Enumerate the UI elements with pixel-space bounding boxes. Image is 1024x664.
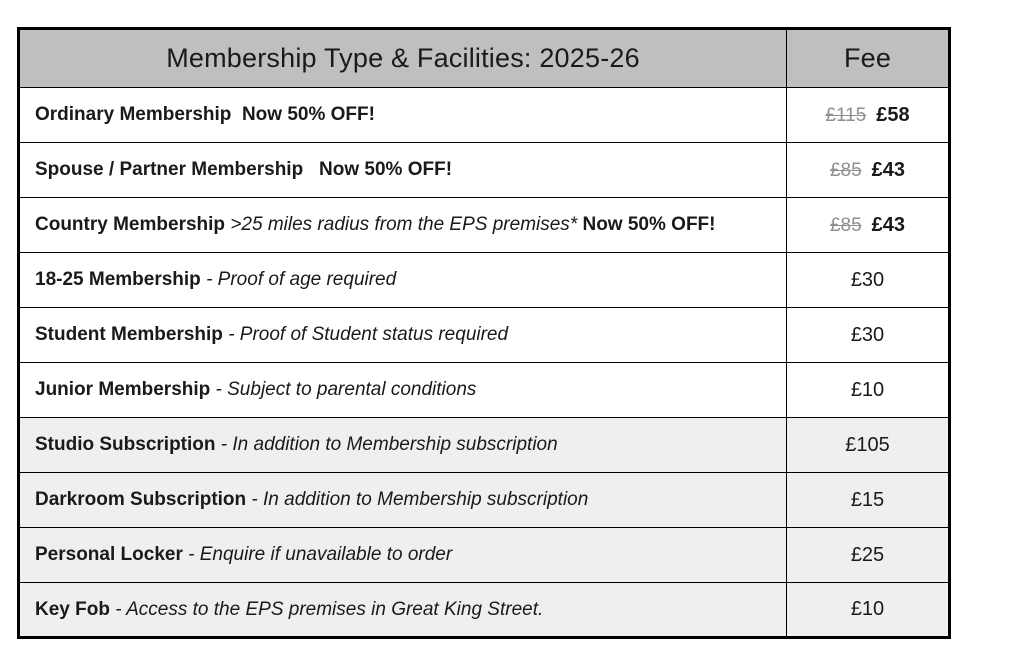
membership-type-cell: Studio Subscription - In addition to Mem… xyxy=(18,417,787,473)
table-row: Ordinary Membership Now 50% OFF! £115 £58 xyxy=(18,87,950,143)
fee-value: £30 xyxy=(850,323,885,346)
membership-fees-table-container: Membership Type & Facilities: 2025-26 Fe… xyxy=(17,27,951,639)
header-fee: Fee xyxy=(786,28,950,88)
membership-type-text-italic: >25 miles radius from the EPS premises* xyxy=(230,214,583,235)
membership-type-text-bold: Spouse / Partner Membership Now 50% OFF! xyxy=(35,159,453,180)
membership-type-cell: Personal Locker - Enquire if unavailable… xyxy=(18,527,787,583)
membership-type-text-bold: Student Membership xyxy=(35,324,229,345)
fee-value: £30 xyxy=(850,268,885,291)
fee-cell: £15 xyxy=(786,472,950,528)
discounted-fee: £43 xyxy=(871,213,906,236)
table-row: Student Membership - Proof of Student st… xyxy=(18,307,950,363)
membership-type-text-bold: Studio Subscription xyxy=(35,434,221,455)
membership-type-cell: Darkroom Subscription - In addition to M… xyxy=(18,472,787,528)
table-row: Spouse / Partner Membership Now 50% OFF!… xyxy=(18,142,950,198)
table-row: Key Fob - Access to the EPS premises in … xyxy=(18,582,950,638)
membership-type-text-italic: - Enquire if unavailable to order xyxy=(188,544,453,565)
membership-type-text-bold: Key Fob xyxy=(35,598,116,620)
membership-type-text-italic: - Access to the EPS premises in Great Ki… xyxy=(115,598,544,620)
fee-cell: £10 xyxy=(786,582,950,638)
membership-type-text-italic: - In addition to Membership subscription xyxy=(251,489,589,510)
fee-value: £15 xyxy=(850,488,885,511)
fee-cell: £85 £43 xyxy=(786,142,950,198)
membership-type-text-italic: - Proof of Student status required xyxy=(228,324,509,345)
table-header-row: Membership Type & Facilities: 2025-26 Fe… xyxy=(18,28,950,88)
membership-type-text-bold: 18-25 Membership xyxy=(35,269,207,290)
fee-value: £25 xyxy=(850,543,885,566)
membership-type-text-bold: Junior Membership xyxy=(35,379,216,400)
table-row: 18-25 Membership - Proof of age required… xyxy=(18,252,950,308)
membership-type-text-bold: Now 50% OFF! xyxy=(582,214,716,235)
discounted-fee: £43 xyxy=(871,158,906,181)
membership-type-text-bold: Country Membership xyxy=(35,214,231,235)
membership-type-text-bold: Darkroom Subscription xyxy=(35,489,252,510)
fee-cell: £115 £58 xyxy=(786,87,950,143)
membership-type-text-italic: - In addition to Membership subscription xyxy=(220,434,558,455)
old-fee-strikethrough: £85 xyxy=(829,214,862,236)
fee-cell: £10 xyxy=(786,362,950,418)
table-row: Personal Locker - Enquire if unavailable… xyxy=(18,527,950,583)
table-body: Ordinary Membership Now 50% OFF! £115 £58 S… xyxy=(18,87,950,638)
fee-value: £10 xyxy=(850,598,885,620)
table-row: Junior Membership - Subject to parental … xyxy=(18,362,950,418)
membership-type-cell: Key Fob - Access to the EPS premises in … xyxy=(18,582,787,638)
membership-fees-table: Membership Type & Facilities: 2025-26 Fe… xyxy=(17,27,951,639)
membership-type-text-bold: Ordinary Membership Now 50% OFF! xyxy=(35,104,375,125)
membership-type-cell: Ordinary Membership Now 50% OFF! xyxy=(18,87,787,143)
fee-value: £10 xyxy=(850,378,885,401)
table-row: Darkroom Subscription - In addition to M… xyxy=(18,472,950,528)
old-fee-strikethrough: £85 xyxy=(829,159,862,181)
table-row: Studio Subscription - In addition to Mem… xyxy=(18,417,950,473)
fee-cell: £25 xyxy=(786,527,950,583)
old-fee-strikethrough: £115 xyxy=(825,104,867,126)
membership-type-cell: Student Membership - Proof of Student st… xyxy=(18,307,787,363)
fee-value: £105 xyxy=(845,433,890,456)
header-membership-type: Membership Type & Facilities: 2025-26 xyxy=(18,28,787,88)
fee-cell: £105 xyxy=(786,417,950,473)
membership-type-cell: 18-25 Membership - Proof of age required xyxy=(18,252,787,308)
membership-type-text-italic: - Subject to parental conditions xyxy=(215,379,477,400)
membership-type-cell: Junior Membership - Subject to parental … xyxy=(18,362,787,418)
membership-type-text-bold: Personal Locker xyxy=(35,544,189,565)
membership-type-text-italic: - Proof of age required xyxy=(206,269,397,290)
discounted-fee: £58 xyxy=(876,103,910,126)
membership-type-cell: Country Membership >25 miles radius from… xyxy=(18,197,787,253)
table-row: Country Membership >25 miles radius from… xyxy=(18,197,950,253)
fee-cell: £30 xyxy=(786,307,950,363)
fee-cell: £85 £43 xyxy=(786,197,950,253)
membership-type-cell: Spouse / Partner Membership Now 50% OFF! xyxy=(18,142,787,198)
fee-cell: £30 xyxy=(786,252,950,308)
